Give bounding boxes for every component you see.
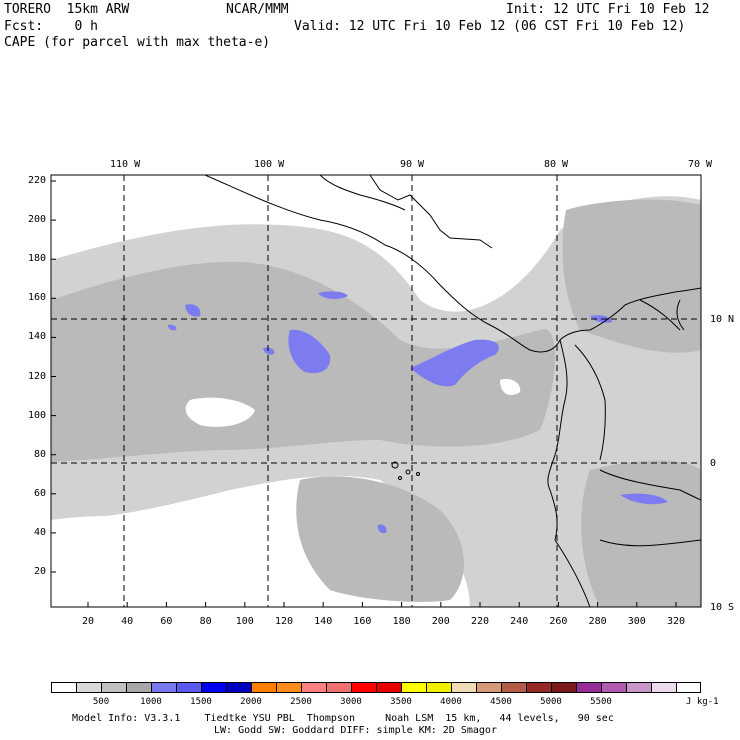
colorbar-swatch [676,682,701,693]
lat-label-0: 0 [710,458,717,469]
x-tick-label: 260 [549,616,568,627]
lon-label-80w: 80 W [544,159,569,170]
model-info: Model Info: V3.3.1 Tiedtke YSU PBL Thomp… [72,713,614,724]
y-tick-label: 40 [33,526,46,538]
colorbar-swatch [151,682,176,693]
colorbar-swatch [551,682,576,693]
colorbar-swatch [501,682,526,693]
y-tick-label: 120 [27,370,46,382]
colorbar-swatch [576,682,601,693]
x-tick-label: 240 [510,616,529,627]
colorbar-swatch [276,682,301,693]
x-tick-label: 20 [81,616,95,627]
colorbar-swatch [476,682,501,693]
x-tick-label: 200 [431,616,450,627]
colorbar-label: 1000 [140,697,162,707]
field-name: CAPE (for parcel with max theta-e) [4,35,271,50]
physics-info: LW: Godd SW: Goddard DIFF: simple KM: 2D… [214,725,497,736]
lat-lon-grid [51,175,701,607]
init-time: Init: 12 UTC Fri 10 Feb 12 [506,2,710,17]
lat-label-10s: 10 S [710,602,735,613]
colorbar-swatch [51,682,76,693]
y-tick-label: 60 [33,487,46,499]
organization: NCAR/MMM [226,2,289,17]
colorbar-swatch [226,682,251,693]
map-frame [50,174,702,608]
colorbar-swatch [401,682,426,693]
x-tick-label: 180 [392,616,411,627]
coastline [204,175,701,607]
colorbar-label: 1500 [190,697,212,707]
colorbar-swatch [326,682,351,693]
colorbar-swatch [451,682,476,693]
y-tick-label: 220 [27,175,46,186]
y-axis-ticks [51,180,56,573]
y-tick-label: 200 [27,214,46,226]
colorbar-label: 5000 [540,697,562,707]
colorbar-label: 2500 [290,697,312,707]
valid-time: Valid: 12 UTC Fri 10 Feb 12 (06 CST Fri … [294,19,686,34]
colorbar-swatch [351,682,376,693]
x-tick-label: 280 [588,616,607,627]
x-tick-label: 120 [274,616,294,627]
colorbar-swatch [626,682,651,693]
lon-label-90w: 90 W [400,159,425,170]
colorbar-unit: J kg-1 [686,697,719,707]
colorbar-swatch [251,682,276,693]
colorbar-label: 3000 [340,697,362,707]
x-tick-label: 140 [314,616,333,627]
forecast-hour: Fcst: 0 h [4,19,98,34]
x-tick-label: 220 [470,616,490,627]
colorbar-swatch [426,682,451,693]
x-tick-label: 100 [235,616,254,627]
colorbar-label: 2000 [240,697,262,707]
y-tick-label: 80 [33,448,46,460]
colorbar-swatch [101,682,126,693]
y-tick-label: 20 [33,566,46,577]
colorbar-label: 4500 [490,697,512,707]
colorbar-swatch [376,682,401,693]
lat-label-10n: 10 N [710,314,735,325]
x-tick-label: 320 [666,616,686,627]
lon-label-70w: 70 W [688,159,713,170]
y-tick-label: 140 [27,331,46,343]
colorbar-label: 4000 [440,697,462,707]
model-title: TORERO 15km ARW [4,2,130,17]
lon-label-110w: 110 W [110,159,141,170]
x-tick-label: 160 [353,616,372,627]
colorbar-label: 500 [92,697,110,707]
y-tick-label: 100 [27,409,46,421]
x-tick-label: 40 [121,616,134,627]
y-tick-label: 180 [27,253,46,265]
colorbar-swatch [526,682,551,693]
colorbar-swatch [301,682,326,693]
lon-label-100w: 100 W [254,159,285,170]
x-tick-label: 60 [160,616,173,627]
colorbar-swatch [176,682,201,693]
x-tick-label: 300 [627,616,646,627]
colorbar-swatch [76,682,101,693]
x-tick-label: 80 [199,616,212,627]
y-tick-label: 160 [27,292,46,304]
colorbar-swatch [651,682,676,693]
colorbar-label: 5500 [590,697,612,707]
cape-shading [51,175,701,607]
colorbar-swatch [601,682,626,693]
colorbar-label: 3500 [390,697,412,707]
x-axis-ticks [87,602,677,607]
colorbar-swatch [126,682,151,693]
colorbar-swatch [201,682,226,693]
